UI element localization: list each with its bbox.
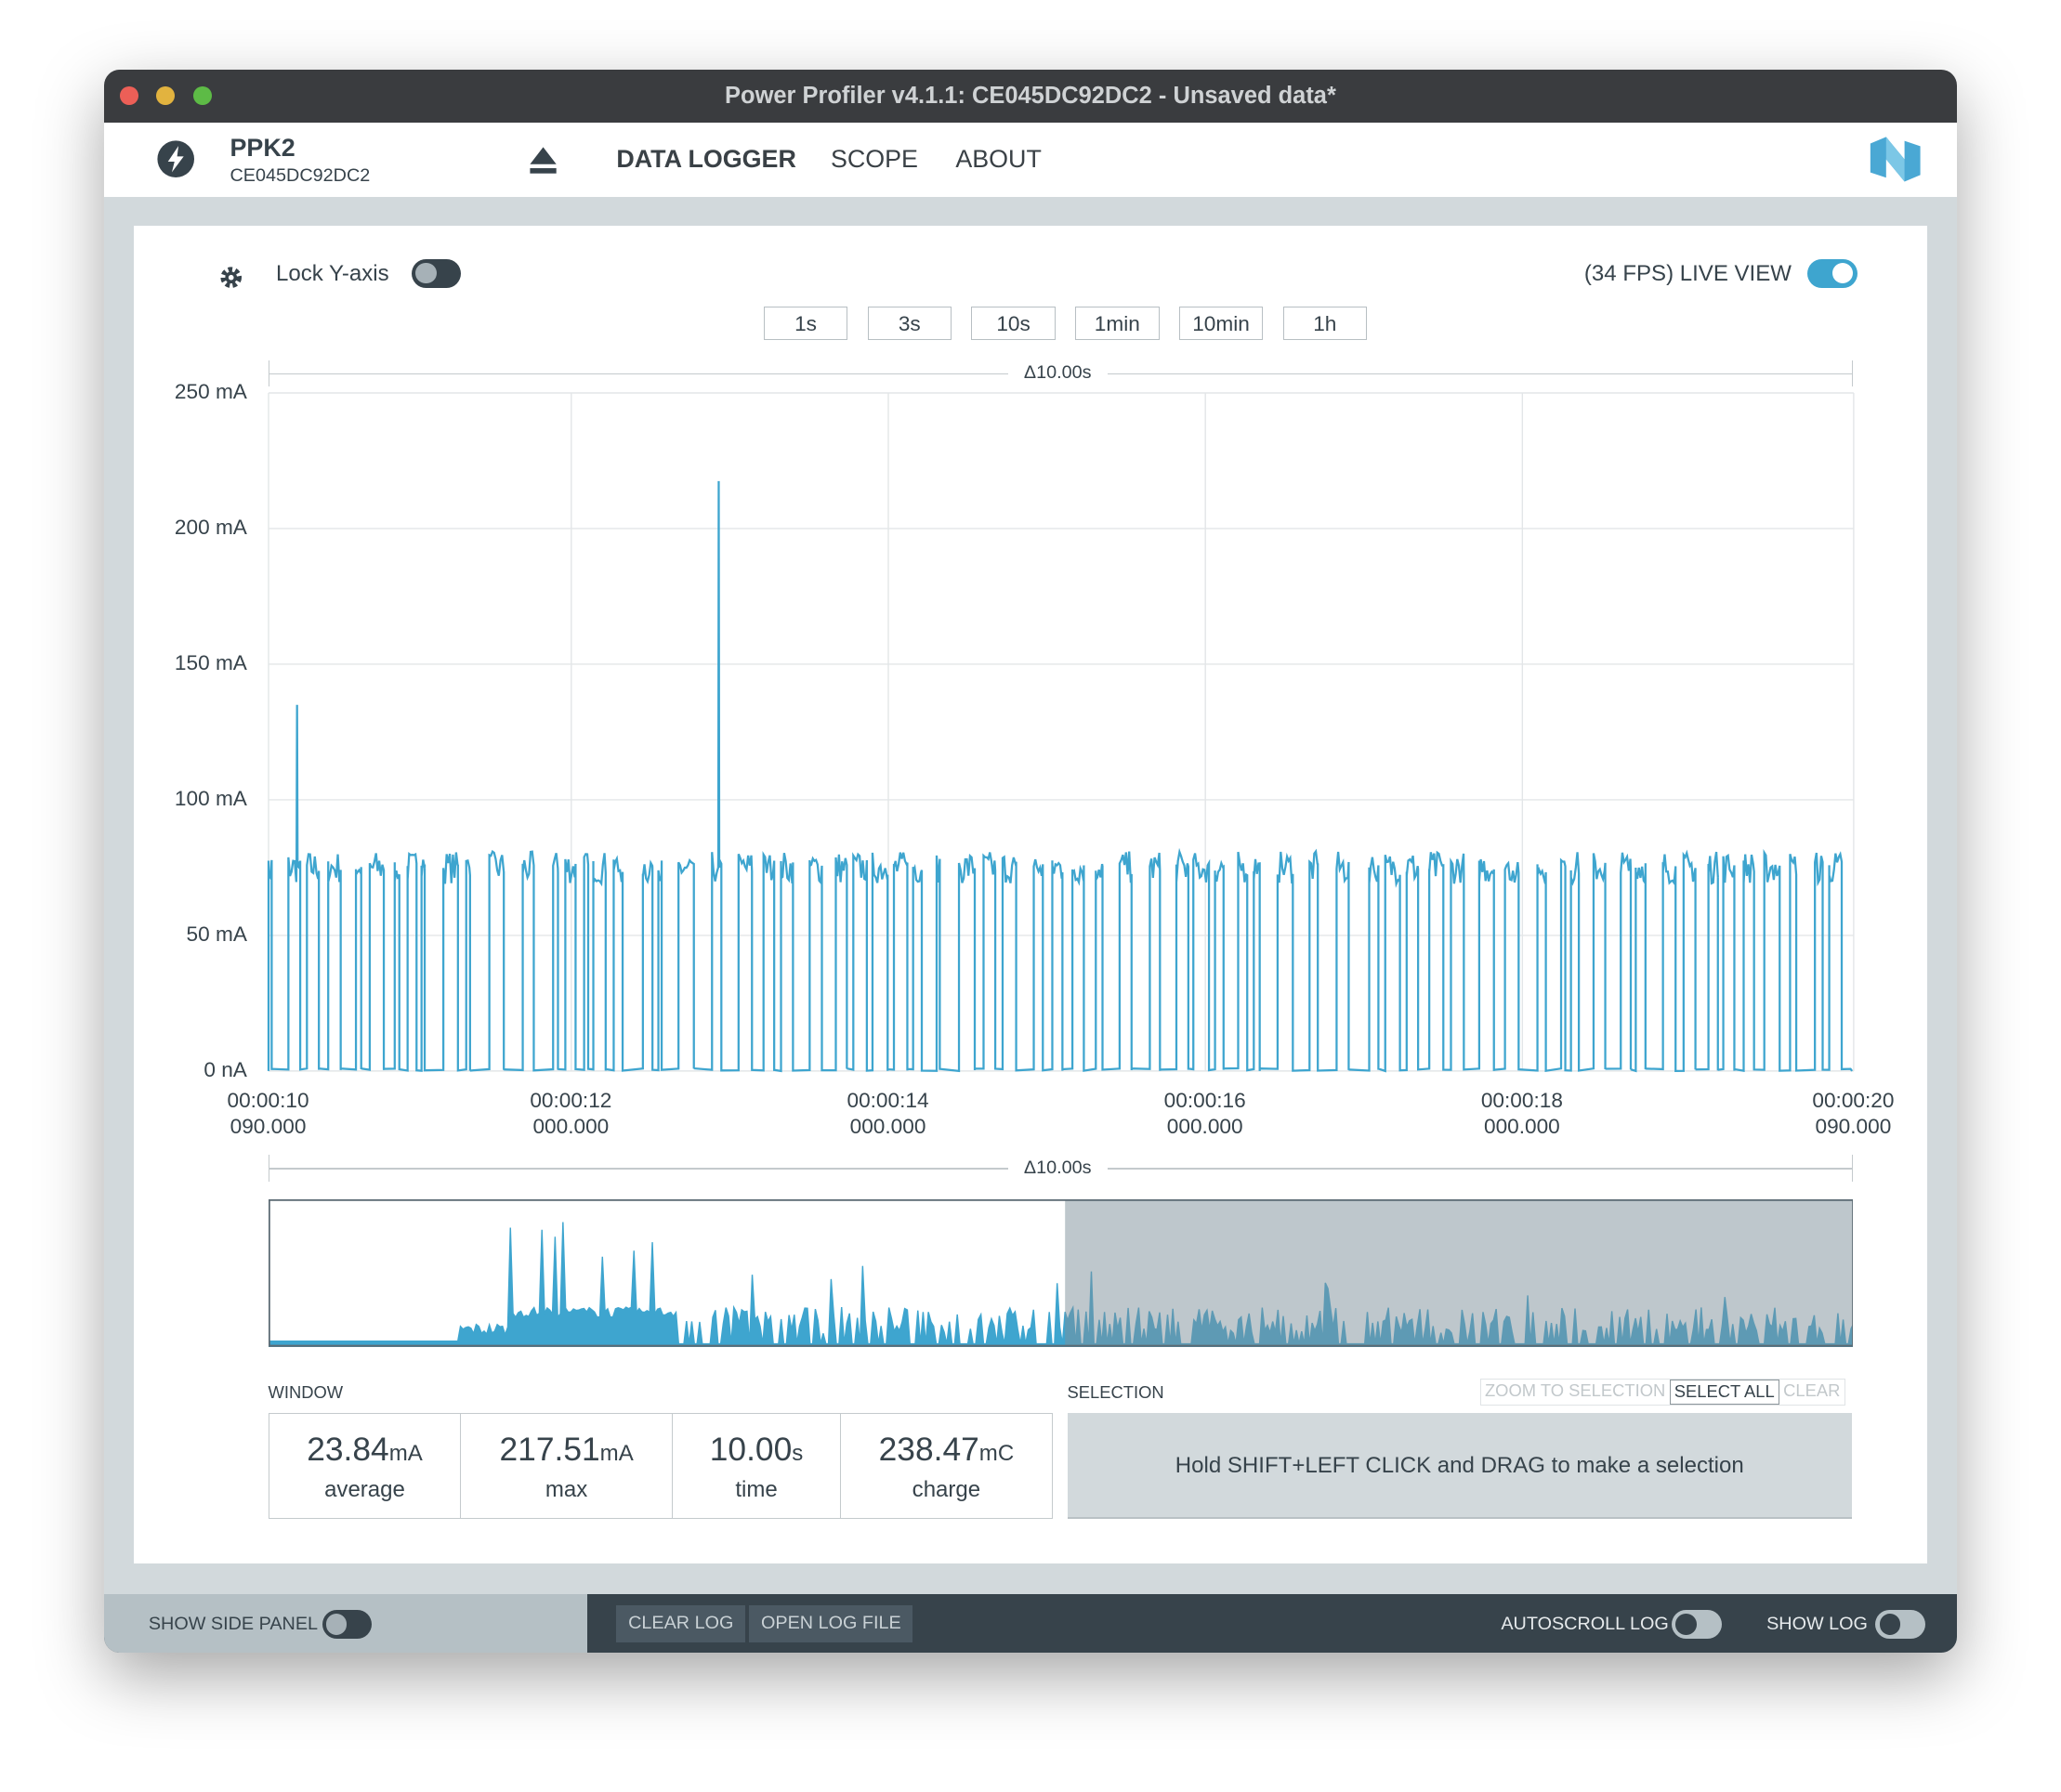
y-tick-label: 200 mA xyxy=(174,515,247,539)
minimap-chart[interactable] xyxy=(268,1199,1854,1347)
charge-value: 238.47 xyxy=(878,1432,979,1469)
time-10min-button[interactable]: 10min xyxy=(1178,306,1264,341)
selection-actions: ZOOM TO SELECTION SELECT ALL CLEAR xyxy=(1479,1378,1845,1406)
x-tick-ms: 000.000 xyxy=(532,1115,610,1139)
x-tick-time: 00:00:14 xyxy=(847,1089,929,1113)
device-serial: CE045DC92DC2 xyxy=(230,165,371,187)
eject-icon[interactable] xyxy=(529,146,558,175)
selection-hint: Hold SHIFT+LEFT CLICK and DRAG to make a… xyxy=(1067,1412,1852,1520)
stat-average: 23.84mA average xyxy=(268,1412,462,1520)
side-panel-toggle-area: SHOW SIDE PANEL xyxy=(103,1593,588,1654)
select-all-button[interactable]: SELECT ALL xyxy=(1669,1379,1779,1405)
max-value: 217.51 xyxy=(499,1432,600,1469)
time-1h-button[interactable]: 1h xyxy=(1282,306,1368,341)
live-view-toggle[interactable] xyxy=(1806,258,1858,288)
stat-max: 217.51mA max xyxy=(460,1412,674,1520)
max-label: max xyxy=(545,1476,588,1502)
current-chart[interactable] xyxy=(267,392,1855,1073)
x-tick-label: 00:00:18 000.000 xyxy=(1456,1088,1587,1141)
minimize-button[interactable] xyxy=(156,86,176,106)
window-label: WINDOW xyxy=(268,1382,344,1403)
app-header: PPK2 CE045DC92DC2 DATA LOGGER SCOPE ABOU… xyxy=(103,122,1958,198)
data-logger-panel: Lock Y-axis (34 FPS) LIVE VIEW 1s 3s 10s… xyxy=(134,226,1927,1564)
clear-log-button[interactable]: CLEAR LOG xyxy=(616,1605,746,1643)
y-tick-label: 250 mA xyxy=(174,379,247,403)
x-tick-label: 00:00:20 090.000 xyxy=(1788,1088,1919,1141)
y-tick-label: 0 nA xyxy=(203,1057,247,1081)
show-log-label: SHOW LOG xyxy=(1766,1613,1868,1634)
x-tick-time: 00:00:20 xyxy=(1812,1089,1895,1113)
time-1min-button[interactable]: 1min xyxy=(1075,306,1160,341)
y-tick-label: 50 mA xyxy=(186,922,247,946)
open-log-file-button[interactable]: OPEN LOG FILE xyxy=(749,1605,913,1643)
time-value: 10.00 xyxy=(709,1432,793,1469)
zoom-to-selection-button[interactable]: ZOOM TO SELECTION xyxy=(1484,1380,1666,1401)
x-tick-time: 00:00:12 xyxy=(530,1089,612,1113)
show-log-toggle[interactable] xyxy=(1875,1609,1926,1639)
autoscroll-log-toggle[interactable] xyxy=(1672,1609,1722,1639)
time-3s-button[interactable]: 3s xyxy=(867,306,952,341)
show-side-panel-toggle[interactable] xyxy=(322,1609,373,1639)
footer-bar: SHOW SIDE PANEL CLEAR LOG OPEN LOG FILE … xyxy=(103,1593,1958,1654)
selection-label: SELECTION xyxy=(1067,1382,1164,1403)
x-tick-label: 00:00:14 000.000 xyxy=(822,1088,953,1141)
tab-data-logger[interactable]: DATA LOGGER xyxy=(616,144,796,173)
minimap-window-indicator xyxy=(1064,1199,1854,1347)
maximize-button[interactable] xyxy=(192,86,212,106)
lock-y-axis-toggle[interactable] xyxy=(411,258,462,288)
y-tick-label: 100 mA xyxy=(174,786,247,810)
tab-scope[interactable]: SCOPE xyxy=(830,144,918,173)
x-tick-label: 00:00:16 000.000 xyxy=(1139,1088,1270,1141)
delta-label: Δ10.00s xyxy=(1007,362,1108,385)
x-tick-time: 00:00:18 xyxy=(1480,1089,1563,1113)
device-name[interactable]: PPK2 xyxy=(230,134,295,163)
nordic-logo-icon xyxy=(1870,137,1921,182)
current-series-line xyxy=(267,480,1853,1073)
x-tick-time: 00:00:16 xyxy=(1163,1089,1246,1113)
charge-label: charge xyxy=(912,1476,981,1502)
time-10s-button[interactable]: 10s xyxy=(971,306,1056,341)
autoscroll-log-label: AUTOSCROLL LOG xyxy=(1501,1613,1669,1634)
minimap-delta-ruler: Δ10.00s xyxy=(268,1155,1854,1182)
app-window: Power Profiler v4.1.1: CE045DC92DC2 - Un… xyxy=(103,69,1958,1654)
average-value: 23.84 xyxy=(307,1432,389,1469)
stat-charge: 238.47mC charge xyxy=(839,1412,1053,1520)
title-bar: Power Profiler v4.1.1: CE045DC92DC2 - Un… xyxy=(103,69,1958,123)
y-tick-label: 150 mA xyxy=(174,650,247,674)
window-title: Power Profiler v4.1.1: CE045DC92DC2 - Un… xyxy=(725,83,1336,110)
minimap-border xyxy=(268,1199,1854,1347)
tab-about[interactable]: ABOUT xyxy=(955,144,1042,173)
x-tick-ms: 000.000 xyxy=(1483,1115,1560,1139)
x-tick-ms: 090.000 xyxy=(230,1115,307,1139)
time-1s-button[interactable]: 1s xyxy=(763,306,848,341)
lock-y-axis-label: Lock Y-axis xyxy=(276,261,389,287)
stat-time: 10.00s time xyxy=(671,1412,842,1520)
show-side-panel-label: SHOW SIDE PANEL xyxy=(148,1613,319,1634)
time-unit: s xyxy=(792,1441,804,1467)
average-unit: mA xyxy=(388,1441,423,1467)
time-label: time xyxy=(735,1476,778,1502)
gear-icon[interactable] xyxy=(219,266,243,289)
x-tick-ms: 090.000 xyxy=(1815,1115,1892,1139)
minimap-delta-label: Δ10.00s xyxy=(1007,1158,1108,1180)
max-unit: mA xyxy=(599,1441,634,1467)
average-label: average xyxy=(324,1476,405,1502)
x-tick-time: 00:00:10 xyxy=(227,1089,309,1113)
window-delta-ruler: Δ10.00s xyxy=(268,360,1854,386)
clear-selection-button[interactable]: CLEAR xyxy=(1783,1380,1841,1401)
x-tick-ms: 000.000 xyxy=(849,1115,926,1139)
x-tick-label: 00:00:10 090.000 xyxy=(203,1088,334,1141)
live-view-label: (34 FPS) LIVE VIEW xyxy=(1583,261,1792,287)
close-button[interactable] xyxy=(119,86,138,106)
charge-unit: mC xyxy=(978,1441,1015,1467)
lightning-bolt-icon[interactable] xyxy=(156,139,195,178)
x-tick-ms: 000.000 xyxy=(1166,1115,1243,1139)
x-tick-label: 00:00:12 000.000 xyxy=(505,1088,637,1141)
